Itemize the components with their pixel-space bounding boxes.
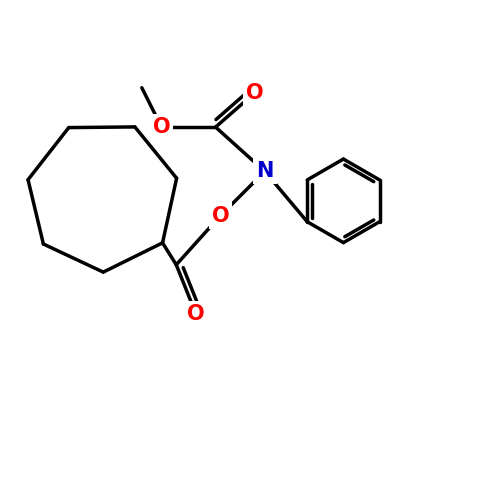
Text: O: O <box>152 117 170 137</box>
Text: N: N <box>256 162 274 182</box>
Text: O: O <box>187 304 204 324</box>
Text: O: O <box>246 82 264 102</box>
Text: O: O <box>212 206 230 226</box>
